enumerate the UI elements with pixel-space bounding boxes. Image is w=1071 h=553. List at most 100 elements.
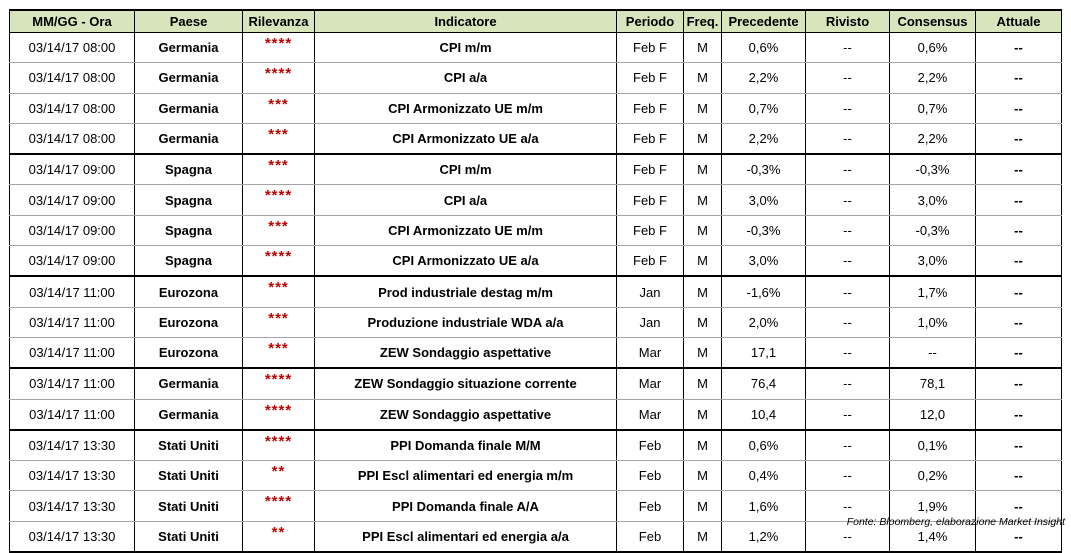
header-revised: Rivisto [805, 9, 890, 33]
cell-indicator: CPI a/a [314, 184, 617, 216]
cell-relevance-stars: *** [242, 93, 315, 124]
table-row: 03/14/17 13:30 Stati Uniti **** PPI Domanda… [9, 429, 1062, 462]
cell-revised: -- [805, 490, 890, 522]
cell-consensus: -- [889, 337, 976, 370]
cell-revised: -- [805, 276, 890, 308]
cell-period: Feb [616, 521, 684, 553]
cell-period: Feb F [616, 154, 684, 186]
cell-revised: -- [805, 245, 890, 278]
cell-previous: 1,2% [721, 521, 806, 553]
table-row: 03/14/17 09:00 Spagna **** CPI Armonizzato … [9, 245, 1062, 278]
cell-indicator: Produzione industriale WDA a/a [314, 307, 617, 338]
cell-consensus: -0,3% [889, 154, 976, 186]
cell-period: Feb F [616, 123, 684, 156]
cell-consensus: 0,6% [889, 32, 976, 64]
cell-previous: 10,4 [721, 399, 806, 431]
cell-country: Spagna [134, 184, 243, 216]
economic-calendar-table: MM/GG - Ora Paese Rilevanza Indicatore P… [9, 9, 1062, 553]
cell-period: Feb F [616, 93, 684, 124]
cell-consensus: 2,2% [889, 62, 976, 94]
cell-actual: -- [975, 490, 1062, 522]
cell-time: 03/14/17 09:00 [9, 215, 135, 247]
table-row: 03/14/17 11:00 Germania **** ZEW Sondaggio … [9, 368, 1062, 400]
cell-relevance-stars: **** [242, 429, 315, 462]
cell-frequency: M [683, 337, 722, 370]
table-row: 03/14/17 08:00 Germania *** CPI Armonizzato… [9, 93, 1062, 124]
cell-time: 03/14/17 08:00 [9, 123, 135, 156]
cell-previous: 17,1 [721, 337, 806, 370]
cell-country: Spagna [134, 245, 243, 278]
cell-previous: 0,6% [721, 32, 806, 64]
cell-actual: -- [975, 368, 1062, 400]
cell-time: 03/14/17 11:00 [9, 337, 135, 370]
cell-indicator: CPI Armonizzato UE a/a [314, 245, 617, 278]
cell-relevance-stars: **** [242, 399, 315, 431]
cell-country: Eurozona [134, 307, 243, 338]
cell-frequency: M [683, 245, 722, 278]
cell-indicator: ZEW Sondaggio aspettative [314, 399, 617, 431]
source-note: Fonte: Bloomberg, elaborazione Market In… [846, 516, 1065, 528]
cell-relevance-stars: **** [242, 368, 315, 400]
cell-revised: -- [805, 337, 890, 370]
cell-previous: 3,0% [721, 184, 806, 216]
cell-relevance-stars: ** [242, 460, 315, 492]
cell-relevance-stars: *** [242, 123, 315, 156]
cell-actual: -- [975, 215, 1062, 247]
cell-indicator: Prod industriale destag m/m [314, 276, 617, 308]
cell-revised: -- [805, 93, 890, 124]
cell-frequency: M [683, 154, 722, 186]
cell-period: Mar [616, 399, 684, 431]
cell-previous: 76,4 [721, 368, 806, 400]
cell-previous: 0,7% [721, 93, 806, 124]
cell-frequency: M [683, 123, 722, 156]
cell-country: Stati Uniti [134, 490, 243, 522]
calendar-table-wrapper: MM/GG - Ora Paese Rilevanza Indicatore P… [9, 9, 1062, 553]
cell-period: Feb [616, 490, 684, 522]
cell-relevance-stars: *** [242, 307, 315, 338]
cell-frequency: M [683, 460, 722, 492]
cell-actual: -- [975, 429, 1062, 462]
cell-revised: -- [805, 123, 890, 156]
cell-frequency: M [683, 32, 722, 64]
cell-indicator: CPI m/m [314, 154, 617, 186]
header-period: Periodo [616, 9, 684, 33]
cell-frequency: M [683, 62, 722, 94]
table-row: 03/14/17 11:00 Germania **** ZEW Sondaggio … [9, 399, 1062, 431]
cell-indicator: CPI Armonizzato UE a/a [314, 123, 617, 156]
header-relevance: Rilevanza [242, 9, 315, 33]
cell-indicator: CPI a/a [314, 62, 617, 94]
cell-previous: 2,2% [721, 62, 806, 94]
table-row: 03/14/17 09:00 Spagna **** CPI a/a Feb F M 3,0… [9, 184, 1062, 216]
cell-revised: -- [805, 399, 890, 431]
table-row: 03/14/17 11:00 Eurozona *** Produzione indu… [9, 307, 1062, 338]
cell-frequency: M [683, 368, 722, 400]
cell-indicator: CPI Armonizzato UE m/m [314, 215, 617, 247]
cell-indicator: PPI Domanda finale A/A [314, 490, 617, 522]
cell-previous: 2,0% [721, 307, 806, 338]
cell-country: Germania [134, 62, 243, 94]
header-row: MM/GG - Ora Paese Rilevanza Indicatore P… [9, 9, 1062, 33]
table-row: 03/14/17 09:00 Spagna *** CPI Armonizzato U… [9, 215, 1062, 247]
cell-relevance-stars: ** [242, 521, 315, 553]
cell-actual: -- [975, 62, 1062, 94]
cell-period: Feb [616, 429, 684, 462]
cell-actual: -- [975, 245, 1062, 278]
cell-revised: -- [805, 215, 890, 247]
table-row: 03/14/17 09:00 Spagna *** CPI m/m Feb F M -0,3… [9, 154, 1062, 186]
cell-time: 03/14/17 08:00 [9, 32, 135, 64]
cell-consensus: 1,0% [889, 307, 976, 338]
cell-time: 03/14/17 09:00 [9, 245, 135, 278]
cell-relevance-stars: **** [242, 245, 315, 278]
cell-frequency: M [683, 276, 722, 308]
cell-indicator: CPI Armonizzato UE m/m [314, 93, 617, 124]
cell-indicator: ZEW Sondaggio aspettative [314, 337, 617, 370]
cell-country: Germania [134, 32, 243, 64]
table-row: 03/14/17 13:30 Stati Uniti **** PPI Domanda… [9, 490, 1062, 522]
cell-previous: 1,6% [721, 490, 806, 522]
cell-country: Eurozona [134, 276, 243, 308]
cell-actual: -- [975, 337, 1062, 370]
cell-indicator: CPI m/m [314, 32, 617, 64]
cell-consensus: 0,2% [889, 460, 976, 492]
cell-frequency: M [683, 429, 722, 462]
